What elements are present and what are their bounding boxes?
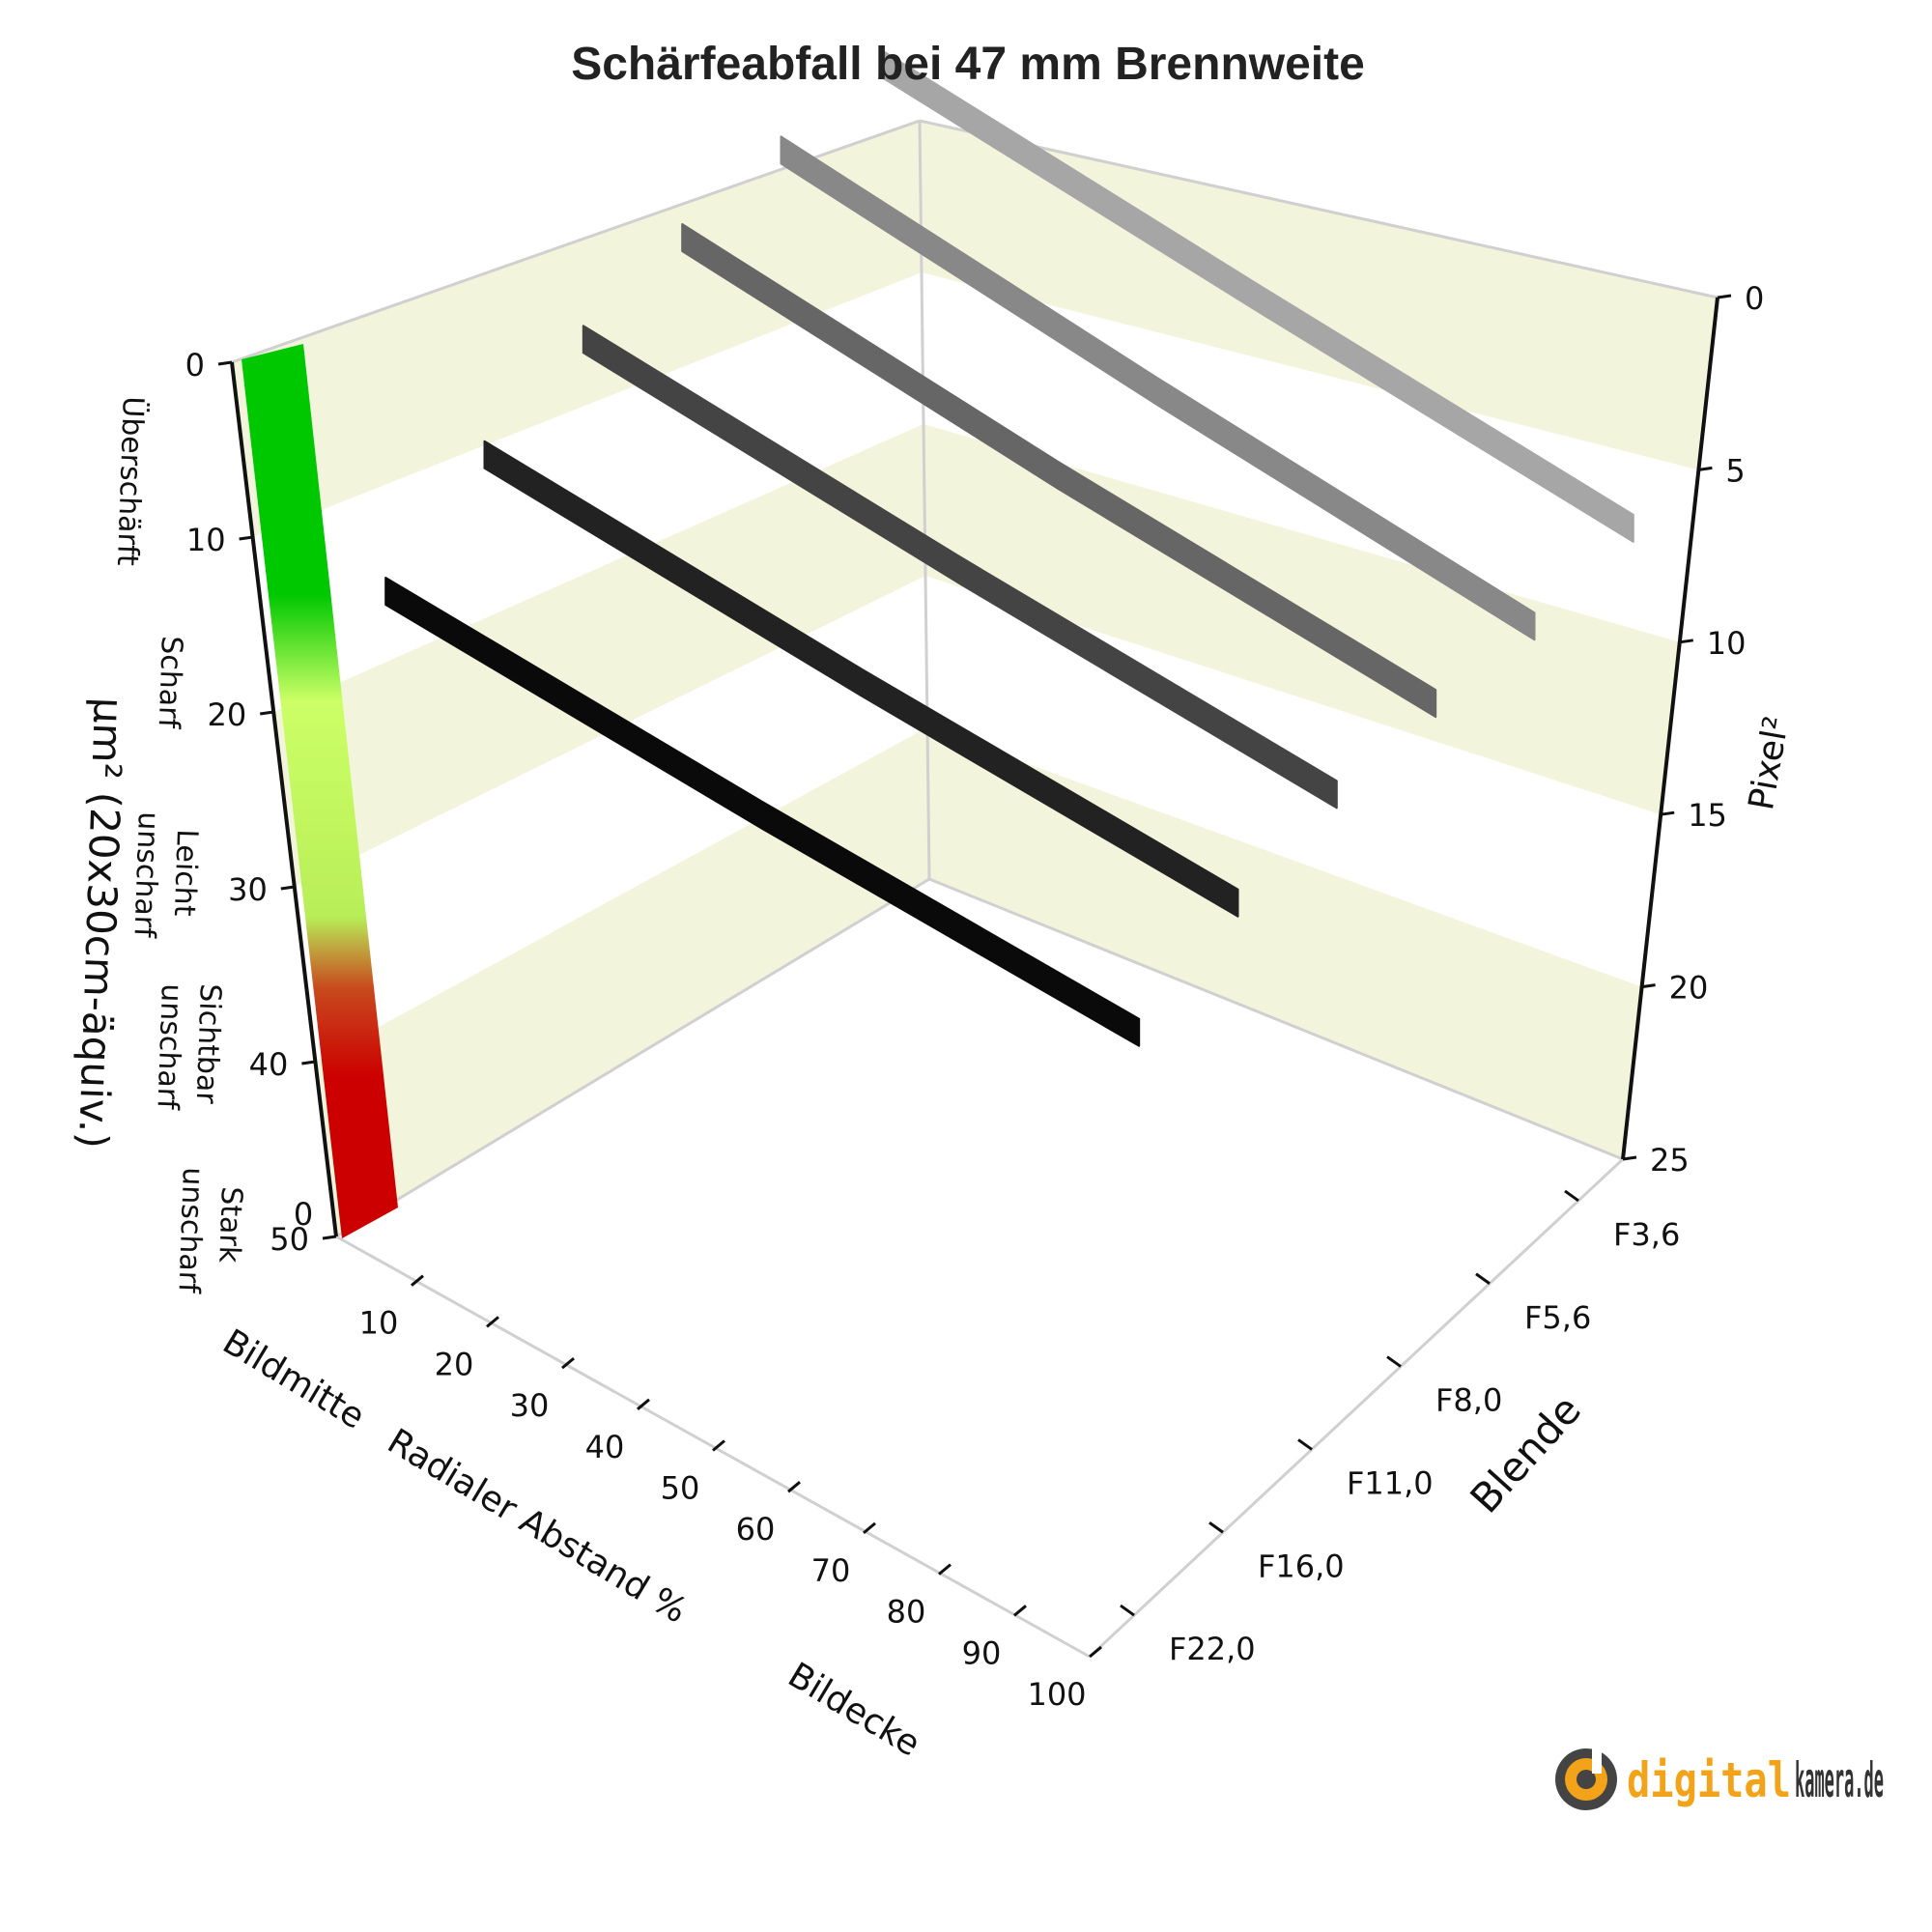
x-annotation-bildecke: Bildecke (781, 1656, 927, 1765)
y-right-tick-label: 15 (1688, 797, 1727, 834)
y-right-tick-mark (1622, 1155, 1637, 1161)
x-tick-mark (938, 1563, 952, 1576)
y-left-tick-mark (280, 885, 296, 891)
z-tick-label: F11,0 (1347, 1464, 1434, 1501)
series-ribbon-F22-0 (384, 577, 1141, 1047)
x-tick-label: 100 (1027, 1676, 1086, 1713)
y-right-tick-mark (1660, 810, 1675, 816)
axes-layer: 0102030405005101520250102030405060708090… (185, 280, 1765, 1713)
x-tick-mark (787, 1481, 801, 1493)
y-right-tick-label: 0 (1745, 280, 1764, 317)
x-tick-mark (637, 1398, 650, 1410)
frame-edge (335, 1235, 1091, 1659)
x-tick-mark (411, 1274, 424, 1287)
z-tick-mark (1386, 1355, 1402, 1368)
y-left-tick-label: 20 (207, 696, 246, 733)
x-tick-label: 20 (435, 1346, 474, 1382)
x-tick-mark (1089, 1645, 1102, 1659)
y-right-tick-mark (1679, 639, 1694, 644)
z-tick-mark (1475, 1272, 1491, 1285)
z-tick-mark (1208, 1521, 1224, 1534)
series-ribbon-F11-0 (582, 325, 1338, 810)
chart-title: Schärfeabfall bei 47 mm Brennweite (571, 39, 1365, 90)
left-wall-band (273, 424, 925, 887)
y-axis-left-label: µm² (20x30cm-äquiv.) (70, 696, 132, 1150)
frame-edge (1088, 1157, 1625, 1659)
z-tick-label: F8,0 (1435, 1382, 1502, 1419)
y-right-tick-mark (1698, 466, 1713, 471)
y-left-tick-mark (217, 360, 233, 366)
brand-text-part2: kamera.de (1795, 1752, 1884, 1808)
quality-label-scharf: Scharf (152, 636, 188, 730)
x-tick-label: 10 (359, 1305, 399, 1342)
y-right-tick-label: 25 (1650, 1142, 1690, 1179)
quality-color-bar (242, 344, 398, 1238)
x-tick-label: 70 (811, 1552, 851, 1589)
series-ribbon-F3-6 (878, 47, 1634, 543)
z-tick-label: F22,0 (1169, 1631, 1256, 1667)
series-ribbon-F5-6 (780, 135, 1536, 641)
z-tick-label: F5,6 (1524, 1299, 1591, 1336)
y-axis-left-line (230, 361, 338, 1237)
x-tick-label: 40 (585, 1429, 625, 1465)
quality-label-stark-2: unscharf (171, 1167, 210, 1295)
z-tick-label: F3,6 (1613, 1216, 1680, 1253)
x-tick-mark (863, 1521, 876, 1535)
brand-text-part1: digital (1627, 1752, 1791, 1808)
x-tick-mark (712, 1439, 725, 1452)
x-tick-mark (1013, 1605, 1027, 1617)
x-tick-mark (486, 1316, 499, 1328)
series-ribbon-F16-0 (483, 440, 1239, 918)
quality-label-leicht-2: unscharf (127, 811, 165, 940)
y-axis-right-line (1621, 297, 1719, 1160)
left-wall-band (232, 121, 922, 537)
y-left-tick-mark (239, 535, 253, 541)
x-tick-label: 60 (736, 1511, 776, 1548)
z-tick-mark (1297, 1438, 1313, 1451)
x-tick-label: 30 (510, 1387, 550, 1424)
y-left-tick-label: 40 (249, 1046, 289, 1083)
x-tick-label: 80 (887, 1594, 926, 1631)
y-left-tick-mark (301, 1060, 316, 1065)
quality-label-sichtbar-2: unscharf (150, 983, 188, 1112)
frame-edge (928, 877, 1624, 1161)
left-wall-band (315, 727, 929, 1236)
y-right-tick-mark (1717, 294, 1732, 299)
z-tick-mark (1120, 1604, 1135, 1617)
series-layer (384, 47, 1634, 1047)
y-right-tick-label: 10 (1707, 625, 1747, 662)
y-left-tick-label: 50 (270, 1221, 309, 1258)
y-axis-right-label: Pixel² (1742, 713, 1797, 812)
quality-label-ueberschaerft: Überschärft (110, 396, 151, 567)
y-left-tick-label: 10 (186, 522, 226, 558)
y-right-tick-label: 20 (1669, 970, 1709, 1007)
frame-edge (919, 119, 1719, 299)
y-left-tick-label: 30 (228, 871, 268, 908)
z-tick-mark (1564, 1189, 1579, 1203)
series-ribbon-F8-0 (681, 223, 1437, 719)
frame-edge (335, 877, 930, 1238)
quality-label-stark-1: Stark (212, 1186, 248, 1264)
quality-label-leicht-1: Leicht (167, 829, 204, 918)
x-axis-label: Radialer Abstand % (381, 1422, 694, 1632)
x-tick-label: 0 (294, 1196, 313, 1233)
x-tick-mark (561, 1356, 575, 1370)
y-left-tick-mark (259, 710, 274, 716)
x-tick-label: 90 (962, 1634, 1002, 1671)
brand-logo: digital kamera.de (1555, 1747, 1884, 1810)
y-right-tick-mark (1641, 983, 1656, 989)
x-tick-label: 50 (661, 1470, 700, 1507)
x-annotation-bildmitte: Bildmitte (215, 1322, 371, 1437)
y-right-tick-label: 5 (1725, 452, 1745, 489)
y-left-tick-mark (322, 1235, 337, 1240)
y-left-tick-label: 0 (185, 347, 205, 384)
z-tick-label: F16,0 (1258, 1548, 1345, 1584)
quality-label-sichtbar-1: Sichtbar (189, 983, 227, 1105)
